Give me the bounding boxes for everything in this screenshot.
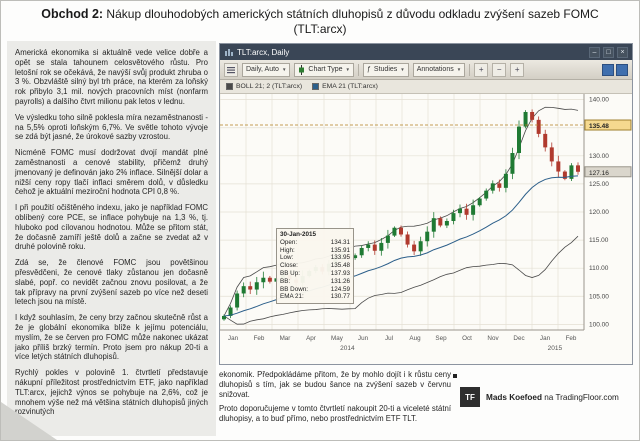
article-paragraph: Nicméně FOMC musí dodržovat dvojí mandát… [15,148,208,197]
period-dropdown[interactable]: Daily, Auto ▼ [242,62,291,77]
tooltip-row: BB Down: 124.59 [280,285,350,293]
chevron-down-icon: ▼ [345,67,351,72]
svg-text:Jan: Jan [228,335,239,342]
svg-text:Dec: Dec [513,335,524,342]
indicator-color-swatch [312,83,320,90]
svg-text:Oct: Oct [462,335,472,342]
toolbar-divider [358,63,360,76]
svg-text:130.00: 130.00 [589,153,609,160]
svg-text:Aug: Aug [409,335,421,342]
tooltip-row: Close: 135.48 [280,262,350,270]
bullet-marker [453,374,457,378]
article-paragraph: I když souhlasím, že ceny brzy začnou sk… [15,313,208,362]
svg-text:2015: 2015 [548,345,563,352]
indicator-boll[interactable]: BOLL 21; 2 (TLT:arcx) [226,83,302,90]
bottom-text-block: ekonomik. Předpokládáme přitom, že by mo… [219,370,451,429]
chart-window-titlebar[interactable]: TLT:arcx, Daily – □ × [220,44,632,60]
tooltip-row: BB: 131.26 [280,277,350,285]
svg-text:135.48: 135.48 [589,123,609,130]
maximize-icon[interactable]: □ [603,46,614,58]
annotations-dropdown[interactable]: Annotations ▼ [412,62,466,77]
svg-text:140.00: 140.00 [589,97,609,104]
chart-type-dropdown[interactable]: Chart Type ▼ [294,62,355,77]
svg-text:105.00: 105.00 [589,293,609,300]
article-column: Americká ekonomika si aktuálně vede veli… [7,41,216,436]
zoom-out-icon[interactable]: − [492,62,507,77]
author-line: Mads Koefoed na TradingFloor.com [486,393,619,402]
candlestick-icon [299,64,305,75]
chevron-down-icon: ▼ [456,67,462,72]
svg-text:120.00: 120.00 [589,209,609,216]
page-title-label: Obchod 2: [41,7,104,21]
zoom-in-icon[interactable]: + [474,62,489,77]
svg-text:Jan: Jan [540,335,551,342]
indicator-label: EMA 21 (TLT:arcx) [322,83,378,90]
svg-text:127.16: 127.16 [589,170,609,177]
svg-text:Apr: Apr [306,335,316,342]
layout-button-2[interactable] [616,63,628,76]
page-title-text: Nákup dlouhodobých amerických státních d… [103,7,599,36]
article-paragraph: I při použití očištěného indexu, jako je… [15,203,208,252]
svg-text:100.00: 100.00 [589,321,609,328]
chart-toolbar: Daily, Auto ▼ Chart Type ▼ ƒ Studies ▼ A… [220,60,632,80]
period-dropdown-label: Daily, Auto [246,66,279,73]
chart-tooltip: 30-Jan-2015 Open: 134.31 High: 135.91 Low: 133… [276,228,354,305]
minimize-icon[interactable]: – [589,46,600,58]
indicator-bar: BOLL 21; 2 (TLT:arcx) EMA 21 (TLT:arcx) [220,80,632,94]
crosshair-icon[interactable]: + [510,62,525,77]
svg-text:115.00: 115.00 [589,237,609,244]
chart-type-dropdown-label: Chart Type [308,66,343,73]
tooltip-row: EMA 21: 130.77 [280,293,350,301]
indicator-ema[interactable]: EMA 21 (TLT:arcx) [312,83,378,90]
svg-text:Mar: Mar [280,335,291,342]
toolbar-right-group [602,63,628,76]
toolbar-divider [469,63,471,76]
tooltip-row: High: 135.91 [280,246,350,254]
layout-button-1[interactable] [602,63,614,76]
chevron-down-icon: ▼ [281,67,287,72]
article-paragraph: Zdá se, že členové FOMC jsou povětšinou … [15,258,208,307]
svg-text:Feb: Feb [254,335,265,342]
svg-text:Jul: Jul [385,335,393,342]
author-name: Mads Koefoed [486,392,542,402]
indicator-label: BOLL 21; 2 (TLT:arcx) [236,83,303,90]
app-icon [225,48,233,56]
tradingfloor-logo: TF [460,387,480,407]
author-suffix: na TradingFloor.com [541,392,619,402]
fx-icon: ƒ [367,66,371,73]
chart-plot-area[interactable]: 100.00 105.00 110.00 115.00 120.00 125.00 130.… [220,94,632,364]
article-paragraph: Americká ekonomika si aktuálně vede veli… [15,48,208,106]
tooltip-row: Low: 133.95 [280,254,350,262]
author-block: TF Mads Koefoed na TradingFloor.com [460,387,619,407]
tooltip-row: BB Up: 137.93 [280,269,350,277]
svg-text:Jun: Jun [358,335,369,342]
tooltip-row: Open: 134.31 [280,238,350,246]
svg-text:2014: 2014 [340,345,355,352]
studies-dropdown[interactable]: ƒ Studies ▼ [363,62,409,77]
indicator-color-swatch [226,83,233,90]
bottom-paragraph: Proto doporučujeme v tomto čtvrtletí nak… [219,404,451,424]
page-title: Obchod 2: Nákup dlouhodobých amerických … [41,7,599,37]
window-controls: – □ × [589,46,628,58]
article-paragraph: Ve výsledku toho silně poklesla míra nez… [15,112,208,142]
tooltip-date: 30-Jan-2015 [280,231,317,238]
studies-dropdown-label: Studies [373,66,398,73]
svg-text:125.00: 125.00 [589,181,609,188]
chevron-down-icon: ▼ [400,67,405,72]
chart-window: TLT:arcx, Daily – □ × Daily, Auto ▼ Char… [219,43,633,365]
svg-text:110.00: 110.00 [589,265,609,272]
chart-window-title: TLT:arcx, Daily [237,47,290,57]
svg-text:May: May [331,335,344,342]
menu-lines-icon [227,66,235,73]
corner-decoration [1,402,57,440]
bottom-paragraph: ekonomik. Předpokládáme přitom, že by mo… [219,370,451,399]
annotations-dropdown-label: Annotations [416,66,454,73]
chart-menu-icon[interactable] [224,62,238,77]
svg-text:Feb: Feb [566,335,577,342]
svg-text:Nov: Nov [487,335,499,342]
svg-text:Sep: Sep [435,335,447,342]
close-icon[interactable]: × [617,46,628,58]
